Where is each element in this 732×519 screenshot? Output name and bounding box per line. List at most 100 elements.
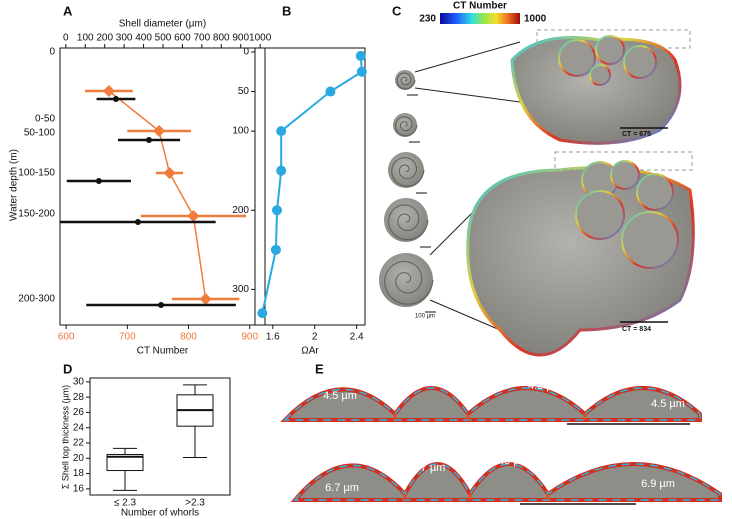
thickness-label: 4.5 µm xyxy=(651,398,685,410)
zoom-box xyxy=(536,29,691,49)
x-tick-label: 800 xyxy=(180,332,197,343)
x-tick-label: 2 xyxy=(312,332,318,343)
x-axis-title: CT Number xyxy=(137,346,189,357)
x2-tick-label: 400 xyxy=(135,33,152,44)
section-rim xyxy=(293,463,721,501)
y-tick-label: 20 xyxy=(73,453,85,464)
shell-spiral xyxy=(391,157,425,187)
y-tick-label: 0-50 xyxy=(35,114,55,125)
small-shell xyxy=(379,253,433,307)
thickness-label: 6.7 µm xyxy=(325,482,359,494)
panel-label: A xyxy=(63,3,73,18)
panel-label: C xyxy=(392,3,402,18)
chamber xyxy=(595,35,625,65)
x2-tick-label: 800 xyxy=(213,33,230,44)
y-tick-label: 0 xyxy=(243,47,249,58)
x2-tick-label: 100 xyxy=(77,33,94,44)
x2-tick-label: 1000 xyxy=(249,33,272,44)
panel-label: B xyxy=(282,3,291,18)
x-tick-label: >2.3 xyxy=(185,498,205,509)
point xyxy=(325,86,336,97)
y-tick-label: 200 xyxy=(232,205,249,216)
thickness-label: 4.3 µm xyxy=(528,380,562,392)
point xyxy=(102,85,115,97)
panel-label: D xyxy=(63,361,72,376)
x-tick-label: 700 xyxy=(119,332,136,343)
y-axis-title: Σ Shell top thickness (µm) xyxy=(60,385,70,489)
colorbar-max: 1000 xyxy=(524,14,547,25)
chamber xyxy=(623,45,657,79)
connector xyxy=(414,87,521,103)
point xyxy=(276,126,287,137)
thickness-label: 6.5 µm xyxy=(495,455,529,467)
x-tick-label: 900 xyxy=(241,332,258,343)
y-tick-label: 28 xyxy=(73,392,85,403)
panel-label: E xyxy=(315,361,324,376)
x-tick-label: 1.6 xyxy=(266,332,280,343)
chamber xyxy=(636,173,674,211)
thickness-label: 4.5 µm xyxy=(323,390,357,402)
y-tick-label: 150-200 xyxy=(18,209,55,220)
point xyxy=(355,50,366,61)
x2-tick-label: 600 xyxy=(174,33,191,44)
y-tick-label: 50-100 xyxy=(24,128,56,139)
y-axis-title: Water depth (m) xyxy=(9,149,20,221)
zoom-box xyxy=(554,151,693,171)
point xyxy=(270,244,281,255)
point xyxy=(163,167,176,179)
connector xyxy=(414,41,521,73)
point xyxy=(257,308,268,319)
x-tick-label: ≤ 2.3 xyxy=(114,498,137,509)
section-rim xyxy=(283,387,701,421)
y-tick-label: 24 xyxy=(73,422,85,433)
colorbar xyxy=(440,13,520,24)
thickness-label: 6.9 µm xyxy=(641,478,675,490)
point xyxy=(272,205,282,216)
point xyxy=(356,66,367,77)
scale-label: 100 µm xyxy=(415,314,435,320)
y-tick-label: 30 xyxy=(73,376,85,387)
y-tick-label: 22 xyxy=(73,438,85,449)
x2-tick-label: 500 xyxy=(155,33,172,44)
y-tick-label: 100-150 xyxy=(18,168,55,179)
chamber xyxy=(575,190,625,240)
x-axis-title: Number of whorls xyxy=(121,508,199,519)
point xyxy=(145,137,152,143)
plot-frame xyxy=(89,377,231,496)
y-tick-label: 16 xyxy=(73,484,85,495)
point xyxy=(134,219,141,225)
x2-tick-label: 0 xyxy=(63,33,69,44)
plot-frame xyxy=(254,47,366,326)
shell-spiral xyxy=(394,116,418,137)
thickness-label: 6.7 µm xyxy=(461,382,495,394)
x-tick-label: 600 xyxy=(58,332,75,343)
connector xyxy=(429,299,501,331)
point xyxy=(153,125,166,137)
series-line xyxy=(261,55,363,314)
chamber xyxy=(558,39,596,77)
point xyxy=(187,210,200,222)
chamber xyxy=(621,211,679,269)
colorbar-min: 230 xyxy=(419,14,436,25)
ct-label: CT = 834 xyxy=(622,326,651,333)
y-tick-label: 26 xyxy=(73,407,85,418)
x-tick-label: 2.4 xyxy=(350,332,364,343)
y-tick-label: 200-300 xyxy=(18,294,55,305)
point xyxy=(95,178,102,184)
y-tick-label: 18 xyxy=(73,468,85,479)
series-line xyxy=(108,90,207,300)
x2-tick-label: 700 xyxy=(194,33,211,44)
x2-axis-title: Shell diameter (µm) xyxy=(119,19,206,30)
x2-tick-label: 300 xyxy=(116,33,133,44)
x2-tick-label: 900 xyxy=(232,33,249,44)
point xyxy=(199,293,212,305)
x-axis-title: ΩAr xyxy=(301,346,319,357)
y-tick-label: 100 xyxy=(232,126,249,137)
y-tick-label: 0 xyxy=(49,47,55,58)
shell-spiral xyxy=(396,72,416,90)
colorbar-title: CT Number xyxy=(453,1,507,12)
ct-label: CT = 675 xyxy=(622,131,651,138)
point xyxy=(158,302,165,308)
box xyxy=(106,453,144,472)
